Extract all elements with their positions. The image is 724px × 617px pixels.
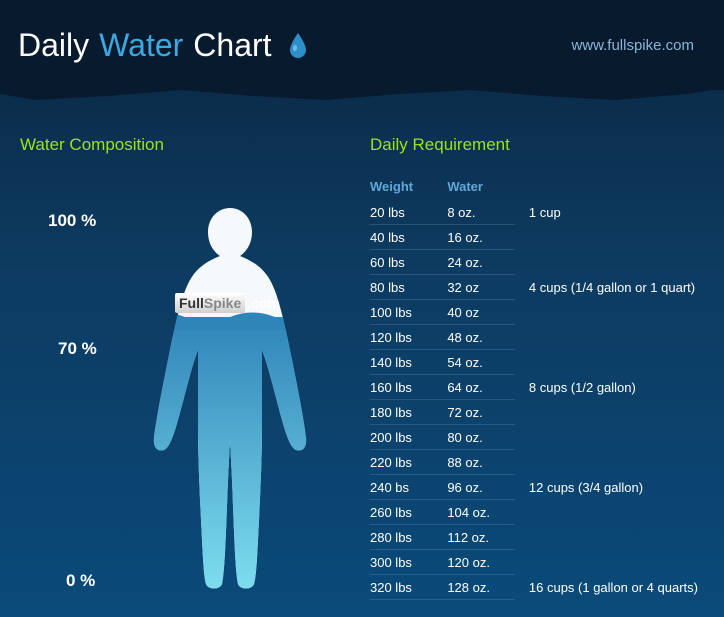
label-100: 100 % <box>48 211 96 231</box>
cell-weight: 180 lbs <box>370 400 447 425</box>
title-word-1: Daily <box>18 27 89 64</box>
label-0: 0 % <box>66 571 95 591</box>
page-title: Daily Water Chart <box>18 27 308 64</box>
table-row: 260 lbs104 oz. <box>370 500 704 525</box>
cell-water: 40 oz <box>447 300 515 325</box>
cell-weight: 120 lbs <box>370 325 447 350</box>
cell-weight: 40 lbs <box>370 225 447 250</box>
cell-weight: 320 lbs <box>370 575 447 600</box>
cell-water: 112 oz. <box>447 525 515 550</box>
cell-weight: 100 lbs <box>370 300 447 325</box>
site-url: www.fullspike.com <box>571 37 694 54</box>
cell-water: 80 oz. <box>447 425 515 450</box>
cell-water: 72 oz. <box>447 400 515 425</box>
table-row: 300 lbs120 oz. <box>370 550 704 575</box>
col-water: Water <box>447 175 515 200</box>
table-row: 140 lbs54 oz. <box>370 350 704 375</box>
cell-weight: 200 lbs <box>370 425 447 450</box>
cell-note: 1 cup <box>515 200 704 225</box>
cell-weight: 280 lbs <box>370 525 447 550</box>
cell-water: 64 oz. <box>447 375 515 400</box>
cell-water: 54 oz. <box>447 350 515 375</box>
cell-note <box>515 450 704 475</box>
cell-note <box>515 325 704 350</box>
label-70: 70 % <box>58 339 97 359</box>
title-word-3: Chart <box>193 27 271 64</box>
composition-title: Water Composition <box>20 135 350 155</box>
requirement-table: Weight Water 20 lbs8 oz.1 cup40 lbs16 oz… <box>370 175 704 600</box>
cell-note: 8 cups (1/2 gallon) <box>515 375 704 400</box>
watermark: FullSpike .com <box>175 293 280 313</box>
cell-weight: 300 lbs <box>370 550 447 575</box>
cell-water: 104 oz. <box>447 500 515 525</box>
cell-note <box>515 225 704 250</box>
cell-note <box>515 400 704 425</box>
cell-water: 48 oz. <box>447 325 515 350</box>
cell-note: 12 cups (3/4 gallon) <box>515 475 704 500</box>
table-row: 100 lbs40 oz <box>370 300 704 325</box>
table-row: 200 lbs80 oz. <box>370 425 704 450</box>
cell-water: 24 oz. <box>447 250 515 275</box>
cell-weight: 140 lbs <box>370 350 447 375</box>
cell-note: 16 cups (1 gallon or 4 quarts) <box>515 575 704 600</box>
requirement-title: Daily Requirement <box>370 135 704 155</box>
table-row: 180 lbs72 oz. <box>370 400 704 425</box>
cell-weight: 240 bs <box>370 475 447 500</box>
cell-water: 32 oz <box>447 275 515 300</box>
composition-panel: Water Composition 100 % 70 % 0 % <box>20 135 350 615</box>
cell-water: 16 oz. <box>447 225 515 250</box>
cell-weight: 80 lbs <box>370 275 447 300</box>
water-drop-icon <box>288 32 308 58</box>
cell-water: 96 oz. <box>447 475 515 500</box>
cell-note <box>515 300 704 325</box>
table-row: 60 lbs24 oz. <box>370 250 704 275</box>
table-row: 220 lbs88 oz. <box>370 450 704 475</box>
cell-note <box>515 525 704 550</box>
requirement-panel: Daily Requirement Weight Water 20 lbs8 o… <box>370 135 704 615</box>
watermark-suffix: .com <box>247 295 280 311</box>
cell-water: 88 oz. <box>447 450 515 475</box>
cell-water: 120 oz. <box>447 550 515 575</box>
table-row: 320 lbs128 oz.16 cups (1 gallon or 4 qua… <box>370 575 704 600</box>
cell-weight: 60 lbs <box>370 250 447 275</box>
table-row: 240 bs96 oz.12 cups (3/4 gallon) <box>370 475 704 500</box>
table-row: 80 lbs32 oz4 cups (1/4 gallon or 1 quart… <box>370 275 704 300</box>
cell-note <box>515 500 704 525</box>
table-row: 40 lbs16 oz. <box>370 225 704 250</box>
cell-weight: 220 lbs <box>370 450 447 475</box>
cell-water: 128 oz. <box>447 575 515 600</box>
cell-weight: 20 lbs <box>370 200 447 225</box>
cell-note <box>515 250 704 275</box>
col-weight: Weight <box>370 175 447 200</box>
cell-note <box>515 550 704 575</box>
human-figure: 100 % 70 % 0 % <box>20 175 350 615</box>
table-row: 160 lbs64 oz.8 cups (1/2 gallon) <box>370 375 704 400</box>
cell-note <box>515 425 704 450</box>
table-row: 20 lbs8 oz.1 cup <box>370 200 704 225</box>
watermark-brand-b: Spike <box>204 295 241 311</box>
content: Water Composition 100 % 70 % 0 % <box>0 90 724 615</box>
cell-note: 4 cups (1/4 gallon or 1 quart) <box>515 275 704 300</box>
title-word-2: Water <box>99 27 183 64</box>
cell-weight: 260 lbs <box>370 500 447 525</box>
cell-water: 8 oz. <box>447 200 515 225</box>
watermark-brand-a: Full <box>179 295 204 311</box>
human-silhouette-icon <box>140 200 320 590</box>
cell-note <box>515 350 704 375</box>
cell-weight: 160 lbs <box>370 375 447 400</box>
table-row: 280 lbs112 oz. <box>370 525 704 550</box>
table-row: 120 lbs48 oz. <box>370 325 704 350</box>
